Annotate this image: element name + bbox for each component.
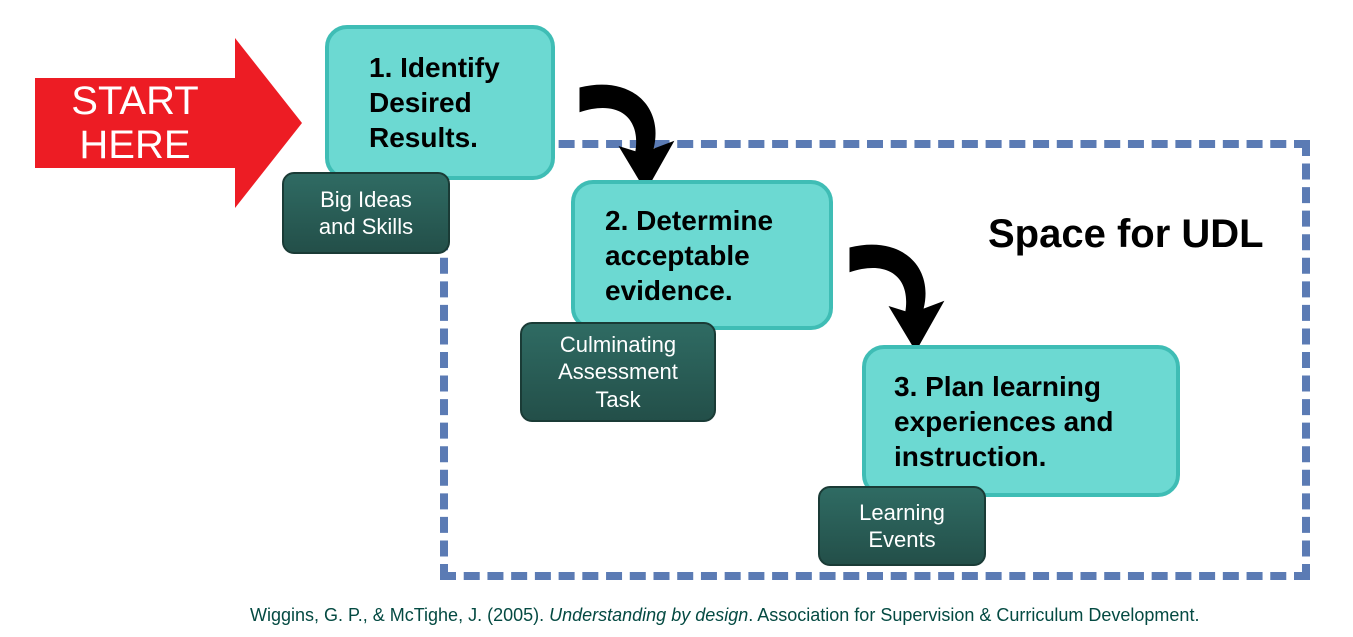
start-here-arrow: STARTHERE bbox=[35, 78, 235, 168]
step2-line1: 2. Determine bbox=[605, 203, 773, 238]
arrow2to3 bbox=[830, 228, 960, 358]
step1-line3: Results. bbox=[369, 120, 478, 155]
start-here-line1: START bbox=[71, 79, 198, 123]
step1-line2: Desired bbox=[369, 85, 472, 120]
citation-prefix: Wiggins, G. P., & McTighe, J. (2005). bbox=[250, 605, 549, 625]
arrow1to2 bbox=[560, 68, 690, 198]
step2: 2. Determineacceptableevidence. bbox=[571, 180, 833, 330]
sub2-line1: Culminating bbox=[560, 331, 676, 359]
sub3-line1: Learning bbox=[859, 499, 945, 527]
start-here-arrow-head bbox=[235, 38, 302, 208]
udl-label: Space for UDL bbox=[982, 210, 1270, 259]
citation-suffix: . Association for Supervision & Curricul… bbox=[748, 605, 1199, 625]
start-here-line2: HERE bbox=[79, 123, 190, 167]
citation-italic: Understanding by design bbox=[549, 605, 748, 625]
step3-line3: instruction. bbox=[894, 439, 1046, 474]
step1-line1: 1. Identify bbox=[369, 50, 500, 85]
step2-line2: acceptable bbox=[605, 238, 750, 273]
sub2-line2: Assessment bbox=[558, 358, 678, 386]
sub2: CulminatingAssessmentTask bbox=[520, 322, 716, 422]
citation: Wiggins, G. P., & McTighe, J. (2005). Un… bbox=[250, 605, 1199, 626]
sub3-line2: Events bbox=[868, 526, 935, 554]
step3: 3. Plan learningexperiences andinstructi… bbox=[862, 345, 1180, 497]
step3-line1: 3. Plan learning bbox=[894, 369, 1101, 404]
step3-line2: experiences and bbox=[894, 404, 1113, 439]
step2-line3: evidence. bbox=[605, 273, 733, 308]
step1: 1. IdentifyDesiredResults. bbox=[325, 25, 555, 180]
sub3: LearningEvents bbox=[818, 486, 986, 566]
sub1: Big Ideasand Skills bbox=[282, 172, 450, 254]
sub2-line3: Task bbox=[595, 386, 640, 414]
sub1-line2: and Skills bbox=[319, 213, 413, 241]
sub1-line1: Big Ideas bbox=[320, 186, 412, 214]
